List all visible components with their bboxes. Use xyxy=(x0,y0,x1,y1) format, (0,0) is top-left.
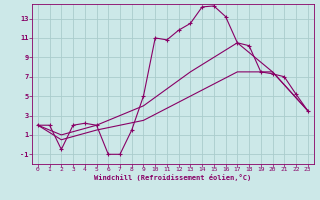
X-axis label: Windchill (Refroidissement éolien,°C): Windchill (Refroidissement éolien,°C) xyxy=(94,174,252,181)
